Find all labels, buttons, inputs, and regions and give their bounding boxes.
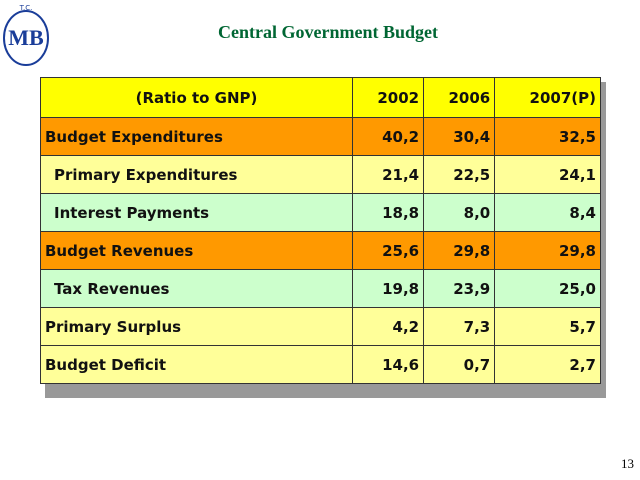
value-cell: 32,5 bbox=[494, 117, 601, 156]
value-cell: 25,6 bbox=[351, 231, 425, 270]
row-label: Budget Deficit bbox=[40, 345, 353, 384]
value-cell: 4,2 bbox=[351, 307, 425, 346]
title: Central Government Budget bbox=[218, 22, 438, 42]
value-cell: 2,7 bbox=[494, 345, 601, 384]
table-row: Budget Revenues 25,6 29,8 29,8 bbox=[40, 231, 601, 270]
value-cell: 29,8 bbox=[423, 231, 496, 270]
value-cell: 21,4 bbox=[351, 155, 425, 194]
value-cell: 24,1 bbox=[494, 155, 601, 194]
row-label: Tax Revenues bbox=[40, 269, 353, 308]
value-cell: 25,0 bbox=[494, 269, 601, 308]
value-cell: 5,7 bbox=[494, 307, 601, 346]
row-label: Budget Revenues bbox=[40, 231, 353, 270]
header-row: (Ratio to GNP) 2002 2006 2007(P) bbox=[40, 77, 601, 118]
logo-mark: MB bbox=[8, 25, 44, 50]
header-cell: 2007(P) bbox=[494, 77, 601, 118]
value-cell: 40,2 bbox=[351, 117, 425, 156]
value-cell: 8,0 bbox=[423, 193, 496, 232]
value-cell: 8,4 bbox=[494, 193, 601, 232]
table-row: Budget Deficit 14,6 0,7 2,7 bbox=[40, 345, 601, 384]
budget-table: (Ratio to GNP) 2002 2006 2007(P) Budget … bbox=[40, 77, 601, 384]
header-cell: (Ratio to GNP) bbox=[40, 77, 353, 118]
row-label: Primary Expenditures bbox=[40, 155, 353, 194]
value-cell: 30,4 bbox=[423, 117, 496, 156]
value-cell: 0,7 bbox=[423, 345, 496, 384]
table-row: Primary Surplus 4,2 7,3 5,7 bbox=[40, 307, 601, 346]
logo-ring bbox=[3, 10, 49, 66]
logo-top: T.C. bbox=[19, 4, 33, 12]
value-cell: 22,5 bbox=[423, 155, 496, 194]
value-cell: 29,8 bbox=[494, 231, 601, 270]
table-row: Tax Revenues 19,8 23,9 25,0 bbox=[40, 269, 601, 308]
value-cell: 7,3 bbox=[423, 307, 496, 346]
table-row: Primary Expenditures 21,4 22,5 24,1 bbox=[40, 155, 601, 194]
value-cell: 23,9 bbox=[423, 269, 496, 308]
header-cell: 2002 bbox=[351, 77, 425, 118]
logo: T.C. MB bbox=[3, 4, 49, 66]
value-cell: 14,6 bbox=[351, 345, 425, 384]
value-cell: 19,8 bbox=[351, 269, 425, 308]
row-label: Interest Payments bbox=[40, 193, 353, 232]
table-row: Interest Payments 18,8 8,0 8,4 bbox=[40, 193, 601, 232]
row-label: Primary Surplus bbox=[40, 307, 353, 346]
page-number: 13 bbox=[621, 456, 634, 471]
value-cell: 18,8 bbox=[351, 193, 425, 232]
header-cell: 2006 bbox=[423, 77, 496, 118]
row-label: Budget Expenditures bbox=[40, 117, 353, 156]
table-row: Budget Expenditures 40,2 30,4 32,5 bbox=[40, 117, 601, 156]
